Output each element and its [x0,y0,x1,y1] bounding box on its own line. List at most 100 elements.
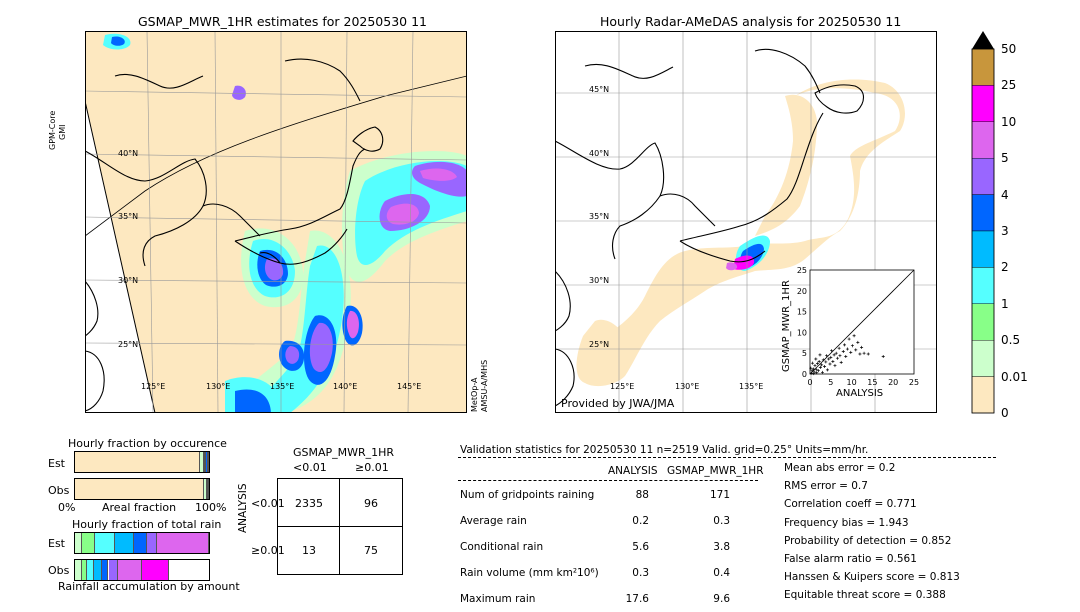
validation-score-6: Hanssen & Kuipers score = 0.813 [784,571,960,584]
validation-score-1: RMS error = 0.7 [784,480,868,493]
total-rain-obs-segment-3 [93,560,102,580]
scatter-point-10 [820,363,824,367]
scatter-point-13 [823,365,827,369]
colorbar-box-6 [971,267,995,304]
validation-score-4: Probability of detection = 0.852 [784,534,952,547]
scatter-point-14 [824,360,828,364]
occurrence-row-obs: Obs [48,484,70,497]
validation-divider-mid [458,480,758,481]
occurrence-x-mid: Areal fraction [102,501,177,514]
left-lat-label-30: 30°N [118,276,139,285]
total-rain-obs-bar [74,559,210,581]
occurrence-obs-segment-2 [206,479,208,499]
scatter-point-32 [845,347,849,351]
right-lat-label-40: 40°N [589,149,610,158]
left-lon-label-140: 140°E [333,382,358,391]
contingency-row-axis: ANALYSIS [237,483,249,533]
contingency-row-lt: <0.01 [251,497,285,510]
right-map-radar-coverage [579,79,905,387]
validation-divider-top [458,457,996,458]
scatter-point-47 [818,353,822,357]
colorbar-label-0: 50 [1001,42,1017,56]
total-rain-est-segment-2 [95,533,116,553]
total-rain-obs-segment-4 [101,560,109,580]
left-lat-label-25: 25°N [118,340,139,349]
colorbar-label-9: 0.01 [1001,369,1028,384]
colorbar-box-3 [971,157,995,195]
total-rain-obs-segment-7 [142,560,169,580]
left-sat-label-2: GMI [58,124,67,140]
validation-col-analysis: ANALYSIS [608,465,658,477]
scatter-xtick-3: 15 [867,378,877,387]
contingency-cell-10: 13 [302,544,316,557]
colorbar-box-5 [971,230,995,268]
colorbar-box-1 [971,85,995,123]
right-sat-label-2: AMSU-A/MHS [480,359,489,412]
validation-row-analysis-2: 5.6 [632,541,649,553]
scatter-point-6 [815,362,819,366]
scatter-point-36 [852,334,856,338]
right-map [555,31,937,413]
scatter-point-44 [809,366,813,370]
scatter-point-16 [825,368,829,372]
scatter-point-28 [839,360,843,364]
contingency-table: 2335 96 13 75 [277,478,403,575]
colorbar-label-6: 2 [1001,260,1009,275]
scatter-point-27 [838,354,842,358]
validation-row-label-2: Conditional rain [460,541,544,553]
left-map-rain-field [103,33,467,413]
scatter-point-3 [812,370,816,374]
total-rain-title: Hourly fraction of total rain [72,518,222,531]
validation-col-gsmap: GSMAP_MWR_1HR [667,465,764,477]
scatter-points [809,334,885,376]
colorbar-label-10: 0 [1001,406,1009,420]
colorbar-box-8 [971,340,995,377]
scatter-point-11 [820,370,824,374]
scatter-xtick-4: 20 [888,378,898,387]
colorbar-svg [971,31,995,414]
scatter-point-31 [844,355,848,359]
occurrence-obs-segment-4 [208,479,210,499]
colorbar-label-2: 10 [1001,114,1017,129]
validation-row-gsmap-0: 171 [709,489,730,501]
total-rain-footer: Rainfall accumulation by amount [58,580,240,593]
scatter-point-0 [809,371,813,375]
total-rain-est-segment-3 [115,533,134,553]
scatter-point-21 [831,360,835,364]
left-map-svg [85,31,467,413]
left-lon-label-135: 135°E [270,382,295,391]
left-lon-label-125: 125°E [141,382,166,391]
colorbar-box-2 [971,121,995,159]
total-rain-est-bar [74,532,210,554]
scatter-ytick-2: 10 [797,328,807,337]
scatter-point-15 [825,354,829,358]
scatter-xtick-5: 25 [909,378,919,387]
occurrence-x-right: 100% [195,501,227,514]
scatter-point-22 [832,353,836,357]
right-map-title: Hourly Radar-AMeDAS analysis for 2025053… [600,14,902,29]
scatter-point-43 [881,355,885,359]
right-lon-label-135: 135°E [739,382,764,391]
scatter-point-4 [813,364,817,368]
validation-row-analysis-0: 88 [635,489,649,501]
validation-row-gsmap-4: 9.6 [713,593,730,605]
right-lon-label-125: 125°E [610,382,635,391]
validation-score-7: Equitable threat score = 0.388 [784,589,946,602]
right-lon-label-130: 130°E [675,382,700,391]
left-lon-label-130: 130°E [206,382,231,391]
occurrence-obs-segment-0 [75,479,205,499]
validation-row-analysis-1: 0.2 [632,515,649,527]
scatter-ylabel: GSMAP_MWR_1HR [781,280,792,372]
colorbar-box-7 [971,303,995,341]
scatter-point-8 [817,360,821,364]
left-lat-label-35: 35°N [118,212,139,221]
total-rain-est-segment-1 [81,533,96,553]
total-rain-est-segment-0 [75,533,82,553]
scatter-point-30 [843,343,847,347]
right-map-credit: Provided by JWA/JMA [561,397,675,410]
contingency-cell-00: 2335 [295,497,323,510]
scatter-point-1 [810,369,814,373]
scatter-point-12 [821,358,825,362]
total-rain-obs-segment-1 [81,560,88,580]
colorbar-label-3: 5 [1001,151,1009,166]
